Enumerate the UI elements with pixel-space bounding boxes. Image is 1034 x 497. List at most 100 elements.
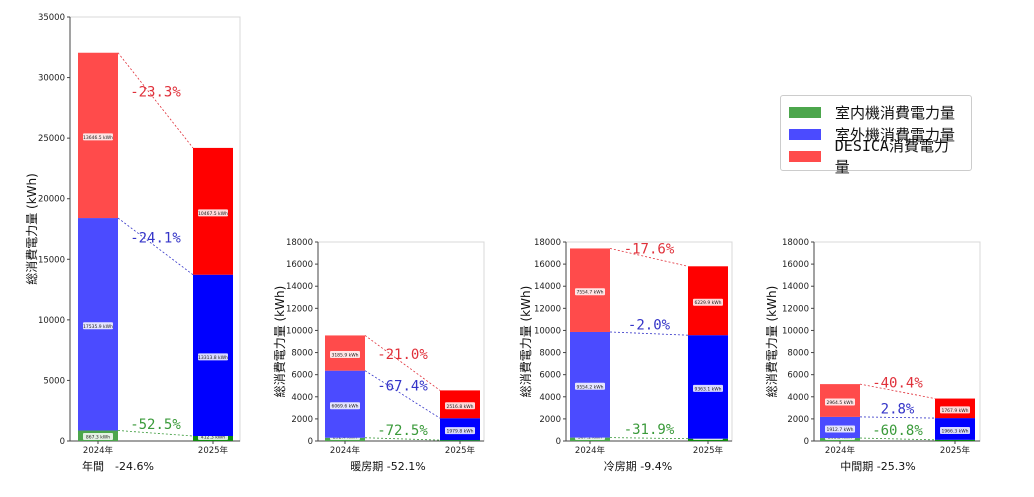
bar-label-box xyxy=(575,382,605,390)
bar-label: 1966.3 kWh xyxy=(941,428,968,434)
bar-label: 17535.9 kWh xyxy=(83,324,113,330)
y-axis-label: 総消費電力量 (kWh) xyxy=(518,286,533,398)
legend-item-indoor: 室内機消費電力量 xyxy=(789,101,963,123)
bar-label-box xyxy=(83,433,113,440)
bar-label: 9363.1 kWh xyxy=(694,386,721,392)
bar-label: 867.3 kWh xyxy=(86,435,110,441)
y-tick-label: 10000 xyxy=(534,326,561,336)
change-label: -72.5% xyxy=(377,423,428,439)
y-tick-label: 12000 xyxy=(286,304,313,314)
change-label: -40.4% xyxy=(872,375,923,391)
change-connector xyxy=(609,331,689,336)
bar-label-box xyxy=(445,402,475,410)
bar-label-box xyxy=(693,298,723,306)
legend-swatch-red xyxy=(789,150,821,162)
chart-1: 0 2000 4000 6000 8000 10000 12000 14000 16000 180… xyxy=(272,238,485,473)
y-tick-label: 4000 xyxy=(291,393,313,403)
chart-title: 冷房期 -9.4% xyxy=(604,460,672,473)
y-tick-label: 25000 xyxy=(38,134,65,144)
bar-label-box xyxy=(825,398,855,406)
y-tick-label: 18000 xyxy=(534,238,561,248)
bar-label: 6069.6 kWh xyxy=(331,404,358,410)
bar-label-box xyxy=(940,406,970,414)
bar-label: 412.3 kWh xyxy=(201,435,225,441)
x-tick-label: 2024年 xyxy=(330,445,361,456)
y-tick-label: 6000 xyxy=(539,371,561,381)
legend-label: 室内機消費電力量 xyxy=(835,103,956,122)
change-connector xyxy=(364,437,441,441)
change-connector xyxy=(859,416,936,419)
y-tick-label: 6000 xyxy=(291,371,313,381)
y-tick-label: 16000 xyxy=(286,260,313,270)
bar-label: 10467.5 kWh xyxy=(198,211,228,217)
change-label: -21.0% xyxy=(377,347,428,363)
y-tick-label: 0 xyxy=(556,437,561,447)
bar-label-box xyxy=(445,427,475,435)
change-connector xyxy=(609,248,689,267)
bar-label-box xyxy=(575,288,605,296)
legend: 室内機消費電力量 室外機消費電力量 DESICA消費電力量 xyxy=(780,95,972,176)
x-tick-label: 2025年 xyxy=(198,445,229,456)
bar-label-box xyxy=(693,384,723,392)
change-connector xyxy=(364,370,441,419)
change-label: -67.4% xyxy=(377,378,428,394)
change-label: -60.8% xyxy=(872,423,923,439)
y-axis-label: 総消費電力量 (kWh) xyxy=(24,173,39,285)
y-tick-label: 10000 xyxy=(782,326,809,336)
bar-label-box xyxy=(330,351,360,359)
change-connector xyxy=(117,430,194,437)
bar-label-box xyxy=(825,425,855,433)
x-tick-label: 2025年 xyxy=(693,445,724,456)
bar-label: 1979.8 kWh xyxy=(446,429,473,435)
legend-swatch-green xyxy=(789,106,821,118)
change-connector xyxy=(609,437,689,440)
y-tick-label: 10000 xyxy=(38,316,65,326)
x-tick-label: 2024年 xyxy=(825,445,856,456)
x-tick-label: 2024年 xyxy=(83,445,114,456)
bar-segment xyxy=(935,439,975,441)
x-tick-label: 2025年 xyxy=(940,445,971,456)
chart-title: 中間期 -25.3% xyxy=(840,460,915,473)
change-connector xyxy=(859,383,936,399)
bar-label: 2964.5 kWh xyxy=(826,400,853,406)
y-tick-label: 30000 xyxy=(38,74,65,84)
y-tick-label: 18000 xyxy=(286,238,313,248)
y-axis-label: 総消費電力量 (kWh) xyxy=(272,286,287,398)
y-tick-label: 18000 xyxy=(782,238,809,248)
chart-title: 年間 -24.6% xyxy=(82,459,154,473)
change-label: -2.0% xyxy=(628,318,671,334)
change-connector xyxy=(364,335,441,391)
y-tick-label: 8000 xyxy=(539,349,561,359)
chart-title: 暖房期 -52.1% xyxy=(350,460,425,473)
bar-label: 13646.5 kWh xyxy=(83,135,113,141)
y-tick-label: 12000 xyxy=(534,304,561,314)
bar-label: 7554.7 kWh xyxy=(576,290,603,296)
chart-0: 0 5000 10000 15000 20000 25000 30000 35000 総消費電力… xyxy=(24,13,241,473)
legend-item-outdoor: 室外機消費電力量 xyxy=(789,123,963,145)
y-tick-label: 35000 xyxy=(38,13,65,23)
bar-label: 6229.9 kWh xyxy=(694,300,721,306)
y-tick-label: 5000 xyxy=(43,376,65,386)
y-tick-label: 14000 xyxy=(286,282,313,292)
y-tick-label: 14000 xyxy=(782,282,809,292)
change-label: -23.3% xyxy=(130,84,181,100)
y-tick-label: 14000 xyxy=(534,282,561,292)
y-tick-label: 0 xyxy=(308,437,313,447)
y-tick-label: 0 xyxy=(60,437,65,447)
y-tick-label: 4000 xyxy=(787,393,809,403)
chart-2: 0 2000 4000 6000 8000 10000 12000 14000 16000 180… xyxy=(518,238,733,473)
y-tick-label: 16000 xyxy=(534,260,561,270)
legend-label: 室外機消費電力量 xyxy=(835,125,956,144)
y-tick-label: 0 xyxy=(804,437,809,447)
bar-label-box xyxy=(940,426,970,434)
bar-segment xyxy=(440,440,480,441)
y-tick-label: 2000 xyxy=(291,415,313,425)
change-label: -31.9% xyxy=(624,422,675,438)
y-tick-label: 16000 xyxy=(782,260,809,270)
bar-label-box xyxy=(198,209,228,217)
y-tick-label: 20000 xyxy=(38,195,65,205)
y-tick-label: 6000 xyxy=(787,371,809,381)
y-tick-label: 2000 xyxy=(787,415,809,425)
change-connector xyxy=(117,52,194,149)
